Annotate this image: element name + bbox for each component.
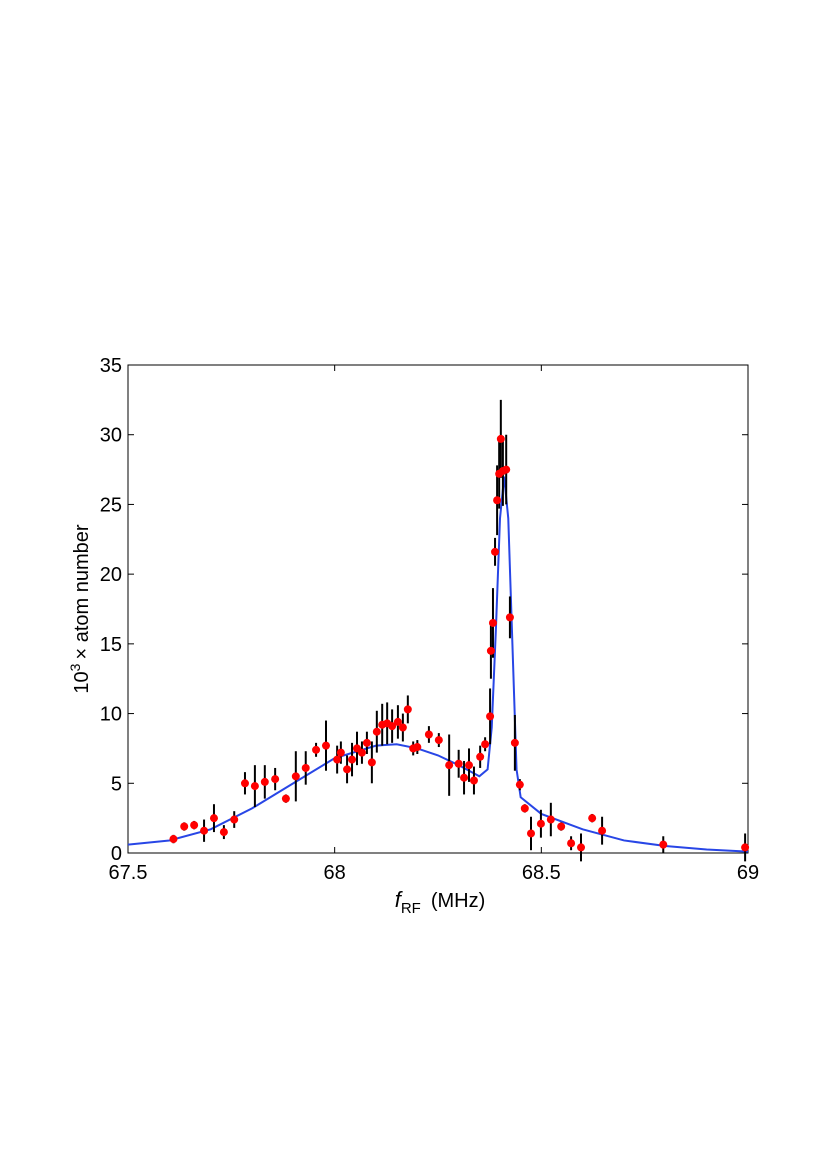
data-point xyxy=(510,738,519,747)
data-point xyxy=(169,835,178,844)
data-point xyxy=(209,814,218,823)
data-point xyxy=(488,618,497,627)
data-point xyxy=(336,748,345,757)
data-point xyxy=(357,748,366,757)
data-point xyxy=(250,782,259,791)
data-point xyxy=(557,822,566,831)
data-point xyxy=(343,765,352,774)
y-axis-label: 103 × atom number xyxy=(67,524,93,693)
data-point xyxy=(577,843,586,852)
data-point xyxy=(190,821,199,830)
data-point xyxy=(598,826,607,835)
data-point xyxy=(424,730,433,739)
x-tick-label: 68 xyxy=(324,862,346,884)
data-point xyxy=(465,761,473,770)
y-label-rest: × atom number xyxy=(71,524,93,659)
data-point xyxy=(388,722,397,731)
data-point xyxy=(502,465,511,474)
data-point xyxy=(200,826,209,835)
data-point xyxy=(281,794,290,803)
data-point xyxy=(445,761,454,770)
y-tick-label: 30 xyxy=(100,425,122,447)
x-tick-label: 69 xyxy=(737,862,759,884)
plot-frame xyxy=(127,364,749,854)
data-point xyxy=(372,727,381,736)
data-point xyxy=(486,712,495,721)
data-point xyxy=(413,743,422,752)
x-label-unit: (MHz) xyxy=(431,890,485,912)
y-label-exponent: 3 xyxy=(67,663,83,671)
data-point xyxy=(219,828,228,837)
y-tick-label: 10 xyxy=(100,704,122,726)
data-point xyxy=(486,646,495,655)
data-point xyxy=(434,736,443,745)
data-point xyxy=(505,613,514,622)
data-point xyxy=(312,745,321,754)
data-point xyxy=(348,755,357,764)
x-tick-label: 68.5 xyxy=(522,862,561,884)
x-tick-label: 67.5 xyxy=(109,862,148,884)
data-point xyxy=(333,755,342,764)
data-point xyxy=(260,777,269,786)
data-point xyxy=(536,819,545,828)
data-point xyxy=(588,814,597,823)
y-tick-label: 35 xyxy=(100,355,122,377)
data-point xyxy=(240,779,249,788)
data-point xyxy=(393,717,402,726)
data-point xyxy=(460,773,469,782)
x-label-subscript: RF xyxy=(401,900,421,917)
data-point xyxy=(321,741,330,750)
data-point xyxy=(180,822,189,831)
x-label-symbol: f xyxy=(395,887,404,912)
data-point xyxy=(271,775,280,784)
data-point xyxy=(301,763,310,772)
data-point xyxy=(367,758,376,767)
data-point xyxy=(496,434,505,443)
data-point xyxy=(527,829,535,838)
data-point xyxy=(454,759,463,768)
data-point xyxy=(546,815,555,824)
data-point xyxy=(362,738,371,747)
data-point xyxy=(398,723,407,732)
data-point xyxy=(403,705,412,714)
data-point xyxy=(520,804,529,813)
y-tick-label: 20 xyxy=(100,564,122,586)
fit-line xyxy=(127,476,749,853)
y-tick-label: 15 xyxy=(100,634,122,656)
data-point xyxy=(491,547,500,556)
data-point xyxy=(493,496,502,505)
y-tick-label: 0 xyxy=(111,843,122,865)
data-point xyxy=(291,772,300,781)
data-point xyxy=(659,840,668,849)
data-point xyxy=(741,843,750,852)
x-axis-label: fRF (MHz) xyxy=(395,887,486,917)
y-tick-label: 5 xyxy=(111,773,122,795)
data-point xyxy=(481,740,490,749)
y-tick-label: 25 xyxy=(100,494,122,516)
data-point xyxy=(567,839,576,848)
data-point xyxy=(476,752,485,761)
y-label-base: 10 xyxy=(71,671,93,693)
data-point xyxy=(469,776,478,785)
data-point xyxy=(515,780,524,789)
data-point xyxy=(230,815,239,824)
